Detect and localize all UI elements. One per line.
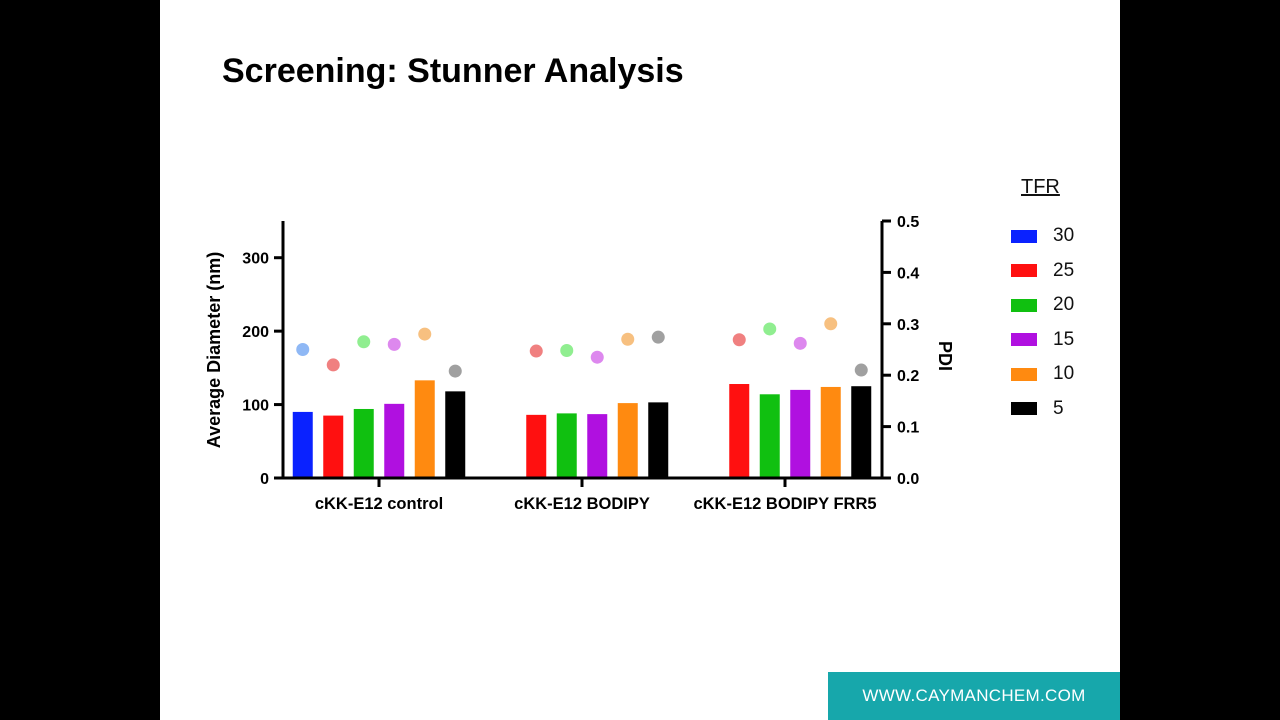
legend-item: 20: [1011, 288, 1120, 323]
y2-tick-label: 0.2: [897, 368, 919, 385]
legend-label: 5: [1053, 397, 1064, 419]
bar: [526, 414, 547, 478]
pdi-point: [418, 327, 432, 341]
website-link[interactable]: WWW.CAYMANCHEM.COM: [828, 672, 1120, 720]
y-tick-label: 0: [260, 471, 269, 488]
y2-tick-label: 0.3: [897, 317, 919, 334]
pdi-point: [357, 335, 371, 349]
pdi-point: [651, 330, 665, 344]
slide-title: Screening: Stunner Analysis: [222, 52, 684, 90]
x-tick-label: cKK-E12 BODIPY FRR5: [693, 495, 876, 513]
bars-layer: [292, 380, 872, 478]
legend-title: TFR: [1021, 176, 1060, 198]
pdi-point: [326, 358, 340, 372]
bar: [587, 414, 608, 478]
y2-axis-label: PDI: [935, 341, 955, 371]
legend-item: 30: [1011, 219, 1120, 254]
bar: [617, 403, 638, 478]
slide: Screening: Stunner Analysis 0 100 200 300 0.…: [160, 0, 1120, 720]
legend-item: 15: [1011, 323, 1120, 358]
bar: [353, 408, 374, 478]
pdi-point: [560, 344, 574, 358]
axes-layer: 0 100 200 300 0.0 0.1 0.2 0.3 0.4 0.5 cKK-E12 cont…: [242, 214, 919, 513]
bar: [384, 403, 405, 478]
legend-label: 10: [1053, 363, 1075, 385]
x-tick-label: cKK-E12 control: [315, 495, 443, 513]
bar: [729, 384, 750, 478]
y2-tick-label: 0.5: [897, 214, 919, 231]
bar: [790, 389, 811, 478]
y2-tick-label: 0.0: [897, 471, 919, 488]
pdi-point: [448, 364, 462, 378]
y-tick-label: 100: [242, 398, 269, 415]
y-axis-label: Average Diameter (nm): [204, 252, 224, 448]
legend-item: 5: [1011, 392, 1120, 427]
pdi-point: [763, 322, 777, 336]
legend: TFR 30 25 20 15 10 5: [1011, 176, 1120, 426]
pdi-point: [621, 332, 635, 346]
legend-label: 20: [1053, 294, 1075, 316]
y-tick-label: 200: [242, 324, 269, 341]
legend-swatch: [1011, 367, 1037, 381]
bar: [323, 415, 344, 478]
bar: [648, 402, 669, 478]
bar: [292, 411, 313, 478]
legend-items: 30 25 20 15 10 5: [1011, 219, 1120, 426]
pdi-points-layer: [296, 317, 868, 378]
bar: [759, 394, 780, 478]
pdi-point: [732, 333, 746, 347]
y-tick-label: 300: [242, 251, 269, 268]
bar: [820, 386, 841, 478]
pdi-point: [793, 336, 807, 350]
bar: [556, 413, 577, 478]
pdi-point: [854, 363, 868, 377]
bar: [445, 391, 466, 478]
legend-swatch: [1011, 264, 1037, 278]
x-tick-label: cKK-E12 BODIPY: [514, 495, 650, 513]
legend-label: 25: [1053, 259, 1075, 281]
pdi-point: [824, 317, 838, 331]
y2-tick-label: 0.4: [897, 265, 919, 282]
legend-swatch: [1011, 298, 1037, 312]
legend-label: 15: [1053, 328, 1075, 350]
legend-swatch: [1011, 402, 1037, 416]
legend-swatch: [1011, 229, 1037, 243]
legend-item: 25: [1011, 254, 1120, 289]
pdi-point: [590, 350, 604, 364]
legend-item: 10: [1011, 357, 1120, 392]
pdi-point: [387, 337, 401, 351]
y2-tick-label: 0.1: [897, 420, 919, 437]
legend-swatch: [1011, 333, 1037, 347]
pdi-point: [529, 344, 543, 358]
bar: [414, 380, 435, 478]
legend-label: 30: [1053, 225, 1075, 247]
bar: [851, 386, 872, 478]
pdi-point: [296, 343, 310, 356]
chart: 0 100 200 300 0.0 0.1 0.2 0.3 0.4 0.5 cKK-E12 cont…: [204, 214, 955, 513]
